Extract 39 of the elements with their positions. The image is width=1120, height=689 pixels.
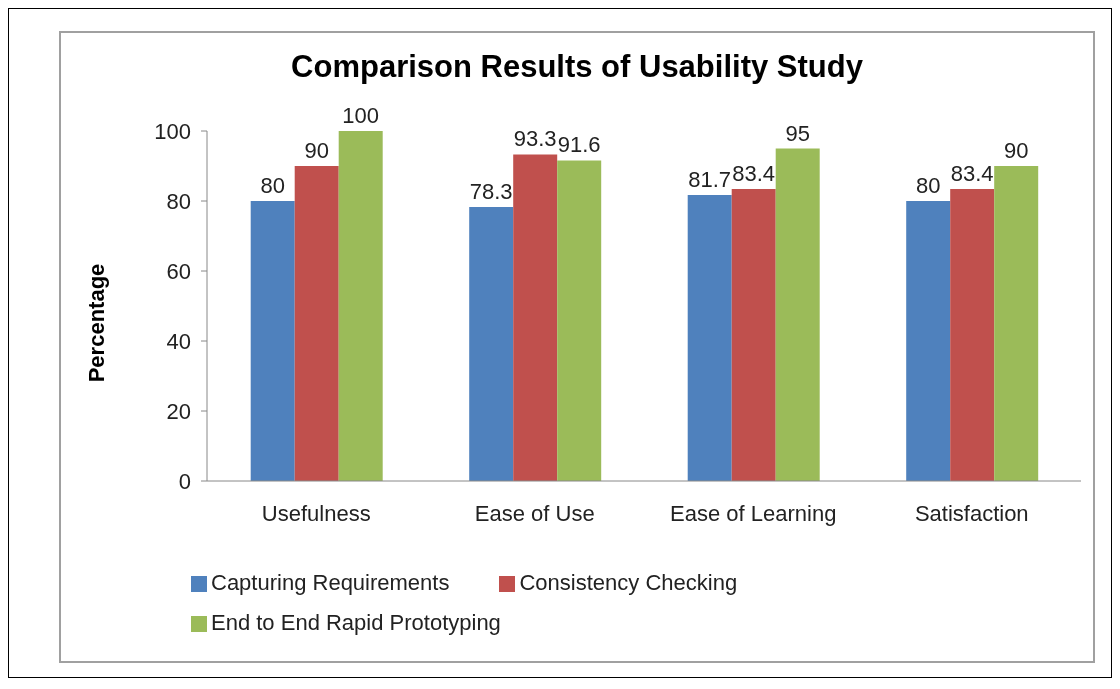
bar — [687, 195, 732, 481]
data-label: 81.7 — [688, 167, 732, 193]
y-axis-title: Percentage — [84, 263, 110, 383]
legend-label: End to End Rapid Prototyping — [211, 610, 501, 635]
y-tick-label: 60 — [166, 258, 191, 284]
bar — [250, 201, 295, 481]
data-label: 95 — [785, 120, 810, 146]
bar — [994, 166, 1039, 481]
x-tick-label: Satisfaction — [914, 500, 1029, 526]
y-tick-label: 0 — [178, 468, 191, 494]
y-tick-label: 40 — [166, 328, 191, 354]
chart-title: Comparison Results of Usability Study — [290, 49, 864, 85]
legend-label: Capturing Requirements — [211, 570, 450, 595]
bar — [775, 148, 820, 481]
data-label: 90 — [1003, 138, 1029, 163]
data-label: 91.6 — [557, 132, 601, 158]
data-label: 78.3 — [469, 178, 513, 204]
data-label: 83.4 — [732, 161, 776, 187]
x-tick-label: Ease of Learning — [670, 500, 837, 526]
data-label: 80 — [915, 173, 941, 198]
x-tick-label: Ease of Use — [474, 500, 595, 526]
data-label: 90 — [304, 138, 329, 163]
bar — [906, 201, 951, 481]
bar — [950, 189, 995, 481]
data-label: 100 — [342, 103, 380, 128]
data-label: 80 — [260, 173, 285, 198]
y-tick-label: 100 — [154, 118, 191, 144]
bar — [338, 131, 383, 481]
data-label: 93.3 — [513, 126, 557, 152]
y-tick-label: 80 — [166, 188, 191, 214]
data-label: 83.4 — [950, 161, 994, 187]
y-tick-label: 20 — [166, 398, 191, 424]
bar — [513, 154, 558, 481]
x-tick-label: Usefulness — [261, 500, 371, 526]
legend-label: Consistency Checking — [519, 570, 738, 595]
bar — [469, 206, 514, 481]
bar — [294, 166, 339, 481]
bar — [731, 189, 776, 481]
bar — [557, 160, 602, 481]
